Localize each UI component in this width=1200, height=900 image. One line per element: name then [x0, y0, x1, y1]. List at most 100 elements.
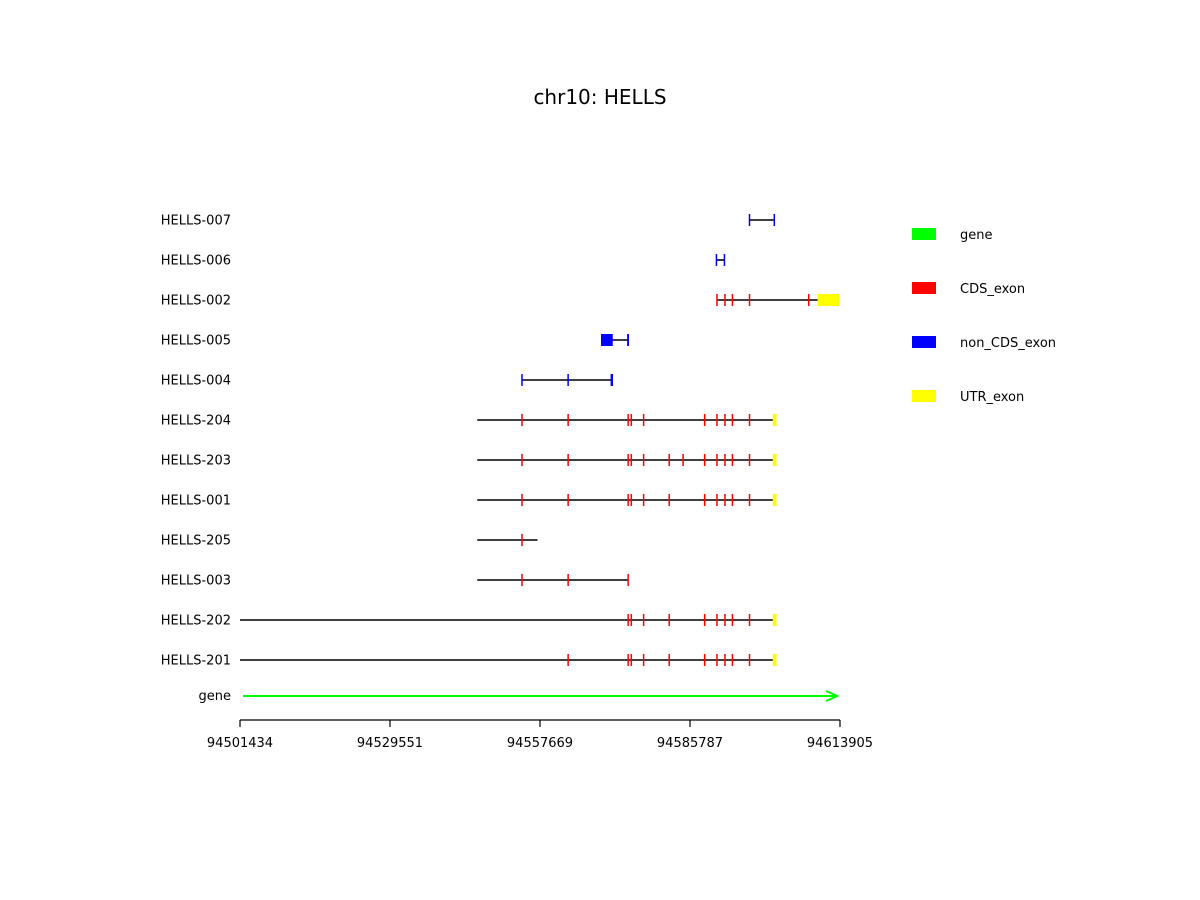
utr-exon	[772, 454, 777, 466]
transcript-label: HELLS-003	[161, 574, 231, 589]
cds-exon	[716, 414, 718, 426]
cds-exon	[716, 614, 718, 626]
cds-exon	[642, 414, 645, 426]
cds-exon	[716, 654, 718, 666]
utr-exon	[772, 614, 777, 626]
cds-exon	[627, 614, 629, 626]
cds-exon	[731, 654, 734, 666]
cds-exon	[668, 614, 670, 626]
transcript-hells-202: HELLS-202	[161, 614, 777, 629]
cds-exon	[703, 414, 706, 426]
cds-exon	[703, 654, 706, 666]
non-cds-exon	[773, 214, 776, 226]
transcript-hells-204: HELLS-204	[161, 414, 777, 429]
legend-swatch	[912, 228, 936, 240]
cds-exon	[521, 454, 523, 466]
transcript-label: HELLS-202	[161, 614, 231, 629]
cds-exon	[716, 494, 718, 506]
non-cds-exon	[748, 214, 751, 226]
transcript-label: HELLS-006	[161, 254, 231, 269]
transcript-hells-004: HELLS-004	[161, 374, 613, 389]
cds-exon	[642, 454, 645, 466]
cds-exon	[724, 614, 726, 626]
legend-item-cds-exon: CDS_exon	[912, 282, 1025, 297]
transcript-hells-006: HELLS-006	[161, 254, 726, 269]
x-tick-label: 94585787	[657, 736, 723, 751]
transcript-tracks: HELLS-007 HELLS-006 HELLS-002 HELLS-005 HELL…	[161, 214, 840, 669]
utr-exon	[772, 494, 777, 506]
transcript-hells-007: HELLS-007	[161, 214, 776, 229]
utr-exon	[772, 414, 777, 426]
cds-exon	[731, 454, 734, 466]
transcript-hells-005: HELLS-005	[161, 334, 629, 349]
transcript-hells-003: HELLS-003	[161, 574, 629, 589]
legend-item-gene: gene	[912, 228, 993, 243]
legend-item-non-cds-exon: non_CDS_exon	[912, 336, 1056, 351]
non-cds-exon	[600, 334, 613, 346]
cds-exon	[748, 494, 751, 506]
utr-exon	[817, 294, 840, 306]
cds-exon	[630, 614, 633, 626]
gene-arrow-head	[825, 690, 840, 702]
chart-title: chr10: HELLS	[533, 85, 666, 109]
cds-exon	[627, 454, 629, 466]
cds-exon	[807, 294, 810, 306]
cds-exon	[731, 414, 734, 426]
cds-exon	[748, 414, 751, 426]
non-cds-exon	[521, 374, 523, 386]
transcript-label: HELLS-005	[161, 334, 231, 349]
cds-exon	[630, 654, 633, 666]
cds-exon	[567, 494, 569, 506]
cds-exon	[627, 574, 629, 586]
cds-exon	[567, 574, 569, 586]
cds-exon	[703, 454, 706, 466]
gene-label: gene	[199, 689, 232, 704]
cds-exon	[748, 614, 751, 626]
transcript-hells-002: HELLS-002	[161, 294, 840, 309]
transcript-hells-201: HELLS-201	[161, 654, 777, 669]
cds-exon	[716, 454, 718, 466]
transcript-label: HELLS-203	[161, 454, 231, 469]
cds-exon	[630, 414, 633, 426]
cds-exon	[703, 494, 706, 506]
non-cds-exon	[627, 334, 629, 346]
transcript-label: HELLS-201	[161, 654, 231, 669]
cds-exon	[521, 534, 523, 546]
transcript-label: HELLS-001	[161, 494, 231, 509]
cds-exon	[716, 294, 718, 306]
cds-exon	[627, 494, 629, 506]
cds-exon	[748, 454, 751, 466]
cds-exon	[627, 654, 629, 666]
cds-exon	[567, 654, 569, 666]
legend-swatch	[912, 282, 936, 294]
non-cds-exon	[715, 254, 718, 266]
transcript-label: HELLS-002	[161, 294, 231, 309]
legend-item-utr-exon: UTR_exon	[912, 390, 1024, 405]
cds-exon	[642, 614, 645, 626]
transcript-hells-205: HELLS-205	[161, 534, 538, 549]
transcript-label: HELLS-004	[161, 374, 231, 389]
utr-exon	[772, 654, 777, 666]
cds-exon	[642, 654, 645, 666]
cds-exon	[724, 654, 726, 666]
x-tick-label: 94529551	[357, 736, 423, 751]
cds-exon	[521, 414, 523, 426]
non-cds-exon	[610, 374, 613, 386]
x-tick-label: 94613905	[807, 736, 873, 751]
cds-exon	[521, 574, 523, 586]
legend-swatch	[912, 390, 936, 402]
cds-exon	[724, 494, 726, 506]
cds-exon	[567, 414, 569, 426]
non-cds-exon	[723, 254, 726, 266]
legend-label: gene	[960, 228, 993, 243]
x-tick-label: 94557669	[507, 736, 573, 751]
cds-exon	[748, 654, 751, 666]
cds-exon	[724, 454, 726, 466]
transcript-hells-203: HELLS-203	[161, 454, 777, 469]
x-axis: 94501434 94529551 94557669 94585787 94613905	[207, 719, 873, 751]
legend-label: UTR_exon	[960, 390, 1024, 405]
cds-exon	[668, 454, 670, 466]
cds-exon	[731, 494, 734, 506]
transcript-label: HELLS-007	[161, 214, 231, 229]
